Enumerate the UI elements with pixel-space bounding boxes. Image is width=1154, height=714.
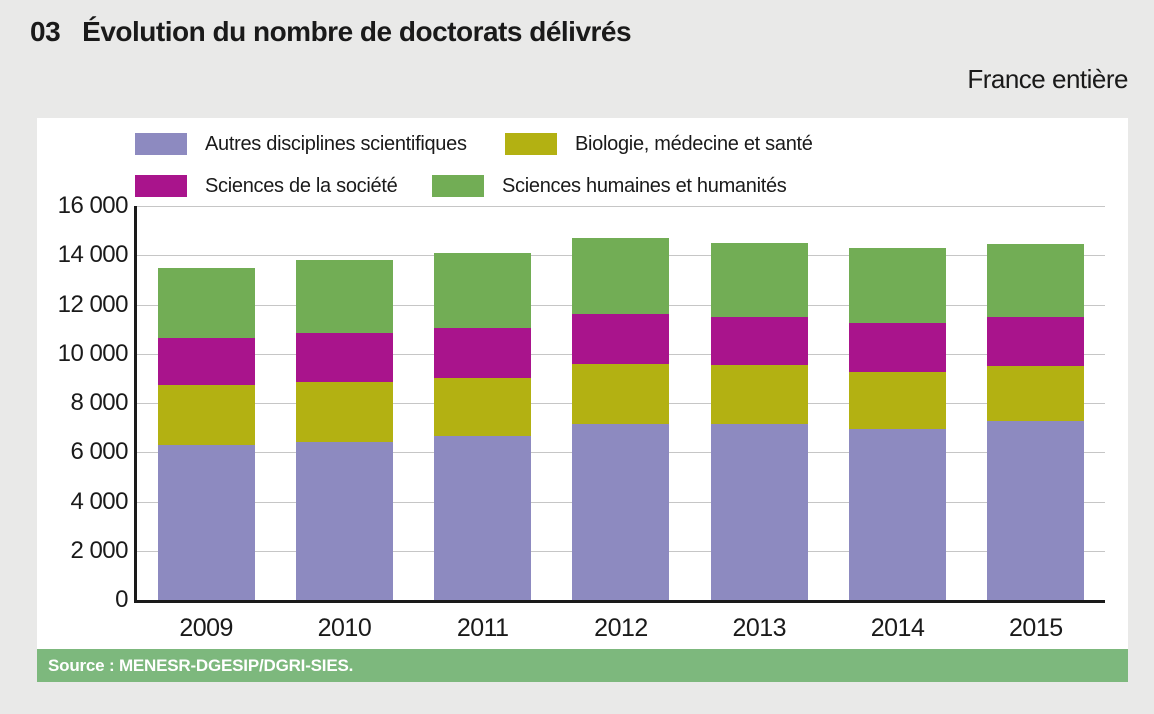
bar-2009-segment xyxy=(157,384,255,445)
bar-2014-segment xyxy=(849,323,947,373)
y-tick-label-6000: 6 000 xyxy=(70,438,128,466)
bar-2011-segment xyxy=(434,252,532,328)
bar-2014-segment xyxy=(849,372,947,429)
legend-item-sciences-humaines: Sciences humaines et humanités xyxy=(432,175,787,197)
x-tick-label-2012: 2012 xyxy=(594,614,648,642)
source-text: Source : MENESR-DGESIP/DGRI-SIES. xyxy=(48,655,354,675)
legend-label-autres-disciplines: Autres disciplines scientifiques xyxy=(205,132,467,155)
y-tick-label-12000: 12 000 xyxy=(57,290,129,318)
bar-slot-2011 xyxy=(414,206,552,600)
bar-2010-segment xyxy=(295,332,393,383)
bar-2009-segment xyxy=(157,267,255,338)
bar-2011 xyxy=(434,252,532,600)
bar-slot-2015 xyxy=(967,206,1105,600)
legend-label-sciences-societe: Sciences de la société xyxy=(205,174,398,197)
bar-2013-segment xyxy=(710,316,808,365)
y-tick-label-2000: 2 000 xyxy=(70,536,128,564)
bar-2015-segment xyxy=(987,316,1085,367)
chart-panel: Autres disciplines scientifiques Biologi… xyxy=(37,118,1128,649)
y-tick-label-14000: 14 000 xyxy=(57,241,129,269)
legend-swatch-autres-disciplines xyxy=(135,133,187,155)
region-label: France entière xyxy=(967,64,1128,94)
x-tick-label-2015: 2015 xyxy=(1009,614,1063,642)
bar-2010-segment xyxy=(295,382,393,443)
figure-title: Évolution du nombre de doctorats délivré… xyxy=(82,16,632,47)
bar-2011-segment xyxy=(434,327,532,379)
y-tick-label-0: 0 xyxy=(115,586,128,613)
figure-number: 03 xyxy=(30,16,61,47)
bar-2011-segment xyxy=(434,436,532,600)
plot-area: 0 2 000 4 000 6 000 8 000 10 000 12 000 14 000 1… xyxy=(58,192,1105,642)
bar-2013-segment xyxy=(710,364,808,424)
bar-slot-2013 xyxy=(690,206,828,600)
bar-2011-segment xyxy=(434,378,532,437)
x-tick-label-2010: 2010 xyxy=(317,614,372,642)
bar-2010-segment xyxy=(295,442,393,600)
legend-item-autres-disciplines: Autres disciplines scientifiques xyxy=(135,133,467,155)
bar-2012-segment xyxy=(572,363,670,424)
x-tick-label-2014: 2014 xyxy=(870,614,925,642)
y-tick-label-4000: 4 000 xyxy=(70,487,128,515)
bar-2015-segment xyxy=(987,421,1085,600)
y-tick-label-16000: 16 000 xyxy=(57,192,129,219)
bar-2012-segment xyxy=(572,314,670,364)
bar-2009-segment xyxy=(157,337,255,385)
y-tick-label-10000: 10 000 xyxy=(57,339,129,367)
bar-2013-segment xyxy=(710,423,808,600)
bar-2013 xyxy=(710,242,808,600)
figure-header: 03 Évolution du nombre de doctorats déli… xyxy=(30,16,632,48)
x-tick-label-2013: 2013 xyxy=(732,614,787,642)
legend-label-biologie-medecine: Biologie, médecine et santé xyxy=(575,132,813,155)
legend-item-biologie-medecine: Biologie, médecine et santé xyxy=(505,133,813,155)
bar-2013-segment xyxy=(710,242,808,317)
bar-2015 xyxy=(987,244,1085,600)
x-tick-label-2011: 2011 xyxy=(456,614,509,642)
bar-2010 xyxy=(295,260,393,600)
gridline-16000 xyxy=(137,206,1105,207)
bar-2014-segment xyxy=(849,247,947,323)
legend-label-sciences-humaines: Sciences humaines et humanités xyxy=(502,174,787,197)
bar-slot-2010 xyxy=(275,206,413,600)
bar-2009-segment xyxy=(157,444,255,600)
legend-swatch-sciences-humaines xyxy=(432,175,484,197)
bar-2015-segment xyxy=(987,244,1085,317)
x-axis-line xyxy=(134,600,1105,603)
bar-2015-segment xyxy=(987,366,1085,422)
bar-2012-segment xyxy=(572,423,670,600)
bars-container xyxy=(137,206,1105,600)
legend-swatch-biologie-medecine xyxy=(505,133,557,155)
bar-slot-2009 xyxy=(137,206,275,600)
legend-swatch-sciences-societe xyxy=(135,175,187,197)
bar-slot-2014 xyxy=(828,206,966,600)
bar-2012 xyxy=(572,238,670,600)
bar-2010-segment xyxy=(295,260,393,333)
bar-2014 xyxy=(849,247,947,600)
source-band: Source : MENESR-DGESIP/DGRI-SIES. xyxy=(37,649,1128,682)
bar-2012-segment xyxy=(572,238,670,315)
x-tick-label-2009: 2009 xyxy=(179,614,233,642)
bar-2014-segment xyxy=(849,428,947,600)
legend-item-sciences-societe: Sciences de la société xyxy=(135,174,398,197)
x-axis-tick-labels: 2009 2010 2011 2012 2013 2014 2015 xyxy=(137,603,1105,643)
bar-slot-2012 xyxy=(552,206,690,600)
y-axis-line xyxy=(134,206,137,603)
y-tick-label-8000: 8 000 xyxy=(70,389,128,416)
bar-2009 xyxy=(157,267,255,600)
